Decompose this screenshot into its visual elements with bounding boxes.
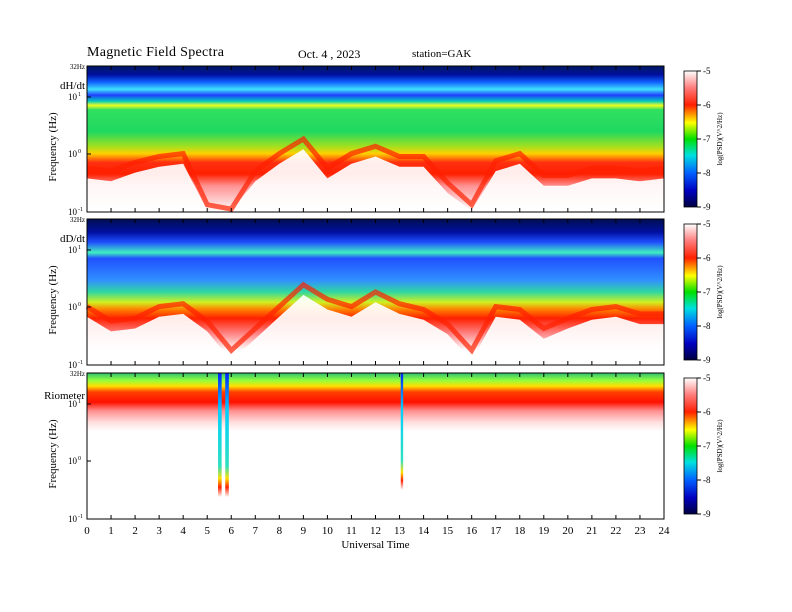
y-tick-label: 10	[68, 92, 78, 102]
artifact-strip	[225, 373, 229, 498]
x-tick-label: 20	[562, 525, 574, 537]
x-tick-label: 15	[442, 525, 454, 537]
colorbar-tick-label: -8	[703, 168, 711, 178]
colorbar-tick-label: -8	[703, 475, 711, 485]
x-tick-label: 23	[634, 525, 646, 537]
top-frequency-label: 32Hz	[70, 63, 85, 71]
colorbar-tick-label: -8	[703, 321, 711, 331]
x-tick-label: 21	[586, 525, 597, 537]
colorbar-label: log(PSD)(V^2/Hz)	[716, 265, 724, 319]
station-label: station=GAK	[412, 48, 472, 60]
quiet-region	[87, 294, 664, 365]
artifact-strip	[400, 373, 404, 490]
y-tick-label: 10	[68, 149, 78, 159]
x-tick-label: 22	[610, 525, 621, 537]
top-frequency-label: 32Hz	[70, 370, 85, 378]
y-tick-exponent: 0	[78, 302, 81, 308]
y-tick-label: 10	[68, 302, 78, 312]
y-tick-label: 10	[68, 245, 78, 255]
panel-label: Riometer	[44, 390, 85, 402]
x-tick-label: 13	[394, 525, 406, 537]
x-tick-label: 10	[322, 525, 334, 537]
y-tick-exponent: -1	[78, 360, 83, 366]
top-frequency-label: 32Hz	[70, 216, 85, 224]
y-axis-title: Frequency (Hz)	[47, 112, 59, 182]
colorbar-tick-label: -5	[703, 66, 711, 76]
artifact-strip	[218, 373, 222, 498]
y-tick-exponent: -1	[78, 207, 83, 213]
y-tick-exponent: 1	[78, 399, 81, 405]
x-tick-label: 18	[514, 525, 526, 537]
x-tick-label: 4	[180, 525, 186, 537]
x-tick-label: 0	[84, 525, 90, 537]
colorbar-tick-label: -6	[703, 407, 711, 417]
y-tick-exponent: 0	[78, 149, 81, 155]
date-label: Oct. 4 , 2023	[298, 47, 361, 61]
x-tick-label: 14	[418, 525, 430, 537]
x-tick-label: 3	[156, 525, 162, 537]
x-tick-label: 12	[370, 525, 381, 537]
x-tick-label: 16	[466, 525, 478, 537]
x-tick-label: 19	[538, 525, 550, 537]
colorbar-tick-label: -5	[703, 219, 711, 229]
panel-label: dD/dt	[60, 233, 85, 245]
y-axis-title: Frequency (Hz)	[47, 265, 59, 335]
y-tick-label: 10	[68, 360, 78, 370]
x-tick-label: 6	[229, 525, 235, 537]
colorbar	[683, 223, 698, 361]
x-tick-label: 11	[346, 525, 357, 537]
quiet-region	[87, 149, 664, 212]
x-tick-label: 8	[277, 525, 283, 537]
x-tick-label: 1	[108, 525, 114, 537]
panel-label: dH/dt	[60, 80, 85, 92]
colorbar-tick-label: -6	[703, 253, 711, 263]
colorbar-label: log(PSD)(V^2/Hz)	[716, 112, 724, 166]
x-tick-label: 24	[659, 525, 671, 537]
y-tick-label: 10	[68, 399, 78, 409]
x-tick-label: 2	[132, 525, 138, 537]
x-axis-title: Universal Time	[341, 539, 409, 551]
colorbar-tick-label: -7	[703, 134, 711, 144]
colorbar	[683, 377, 698, 515]
red-boundary	[85, 281, 664, 355]
colorbar-tick-label: -9	[703, 355, 711, 365]
colorbar	[683, 70, 698, 208]
colorbar-tick-label: -5	[703, 373, 711, 383]
colorbar-tick-label: -6	[703, 100, 711, 110]
y-tick-label: 10	[68, 207, 78, 217]
y-tick-exponent: 1	[78, 245, 81, 251]
y-tick-label: 10	[68, 514, 78, 524]
x-tick-label: 9	[301, 525, 307, 537]
figure-title: Magnetic Field Spectra	[87, 45, 225, 60]
x-tick-label: 7	[253, 525, 259, 537]
y-tick-exponent: 1	[78, 92, 81, 98]
y-axis-title: Frequency (Hz)	[47, 419, 59, 489]
colorbar-tick-label: -9	[703, 509, 711, 519]
y-tick-exponent: 0	[78, 456, 81, 462]
x-tick-label: 17	[490, 525, 502, 537]
colorbar-tick-label: -9	[703, 202, 711, 212]
colorbar-tick-label: -7	[703, 441, 711, 451]
x-tick-label: 5	[204, 525, 210, 537]
red-boundary	[86, 135, 665, 212]
spectrogram-image	[87, 373, 664, 519]
colorbar-label: log(PSD)(V^2/Hz)	[716, 419, 724, 473]
y-tick-exponent: -1	[78, 514, 83, 520]
y-tick-label: 10	[68, 456, 78, 466]
colorbar-tick-label: -7	[703, 287, 711, 297]
